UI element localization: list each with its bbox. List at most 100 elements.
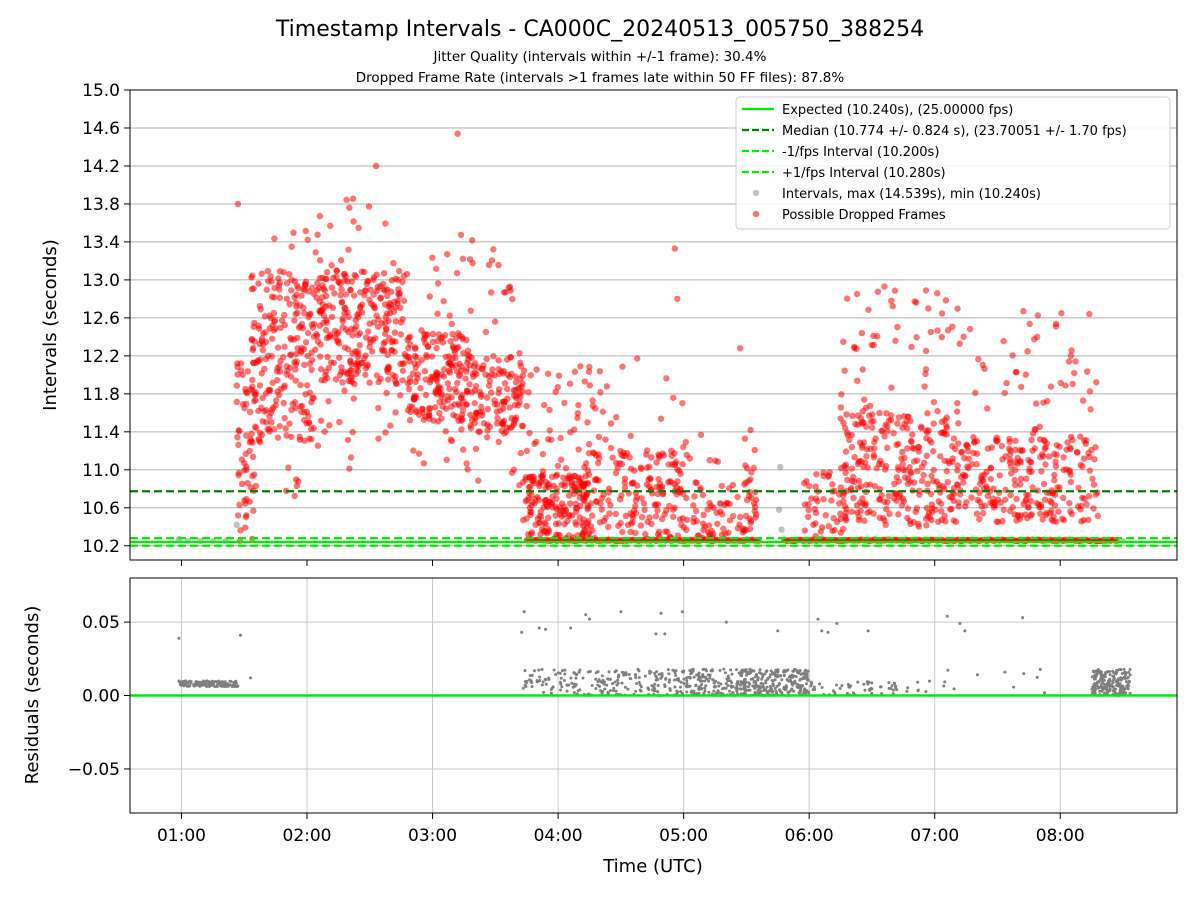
residual-point bbox=[1099, 677, 1103, 681]
residual-point bbox=[773, 678, 777, 682]
dropped-frame-point bbox=[902, 466, 909, 474]
dropped-frame-point bbox=[268, 419, 275, 426]
residual-point bbox=[581, 676, 585, 680]
dropped-frame-point bbox=[1007, 463, 1015, 470]
dropped-frame-point bbox=[924, 410, 931, 417]
dropped-frame-point bbox=[961, 454, 968, 462]
residual-point bbox=[656, 690, 660, 694]
dropped-frame-point bbox=[451, 385, 459, 393]
residual-point bbox=[736, 682, 740, 686]
dropped-frame-point bbox=[544, 514, 552, 522]
residual-point bbox=[529, 680, 533, 684]
dropped-frame-point bbox=[295, 478, 302, 485]
dropped-frame-point bbox=[594, 459, 602, 467]
dropped-frame-point bbox=[621, 479, 628, 486]
dropped-frame-point bbox=[837, 484, 845, 491]
dropped-frame-point bbox=[619, 528, 626, 536]
residual-point bbox=[238, 633, 242, 637]
dropped-frame-point bbox=[603, 383, 611, 390]
dropped-frame-point bbox=[586, 382, 593, 389]
dropped-frame-rate-subtitle: Dropped Frame Rate (intervals >1 frames … bbox=[356, 70, 845, 86]
dropped-frame-point bbox=[857, 507, 864, 515]
dropped-frame-point bbox=[312, 249, 319, 256]
dropped-frame-point bbox=[419, 409, 426, 416]
residual-point bbox=[627, 672, 631, 676]
residual-point bbox=[697, 674, 701, 678]
residual-point bbox=[703, 679, 707, 683]
dropped-frame-point bbox=[918, 424, 925, 432]
legend-entry-label: Expected (10.240s), (25.00000 fps) bbox=[782, 103, 1013, 118]
residual-point bbox=[522, 610, 526, 614]
dropped-frame-point bbox=[323, 268, 331, 276]
dropped-frame-point bbox=[805, 506, 812, 514]
residual-point bbox=[668, 688, 672, 692]
dropped-frame-point bbox=[457, 231, 465, 239]
residual-point bbox=[1128, 691, 1132, 695]
time-x-tick-label: 04:00 bbox=[534, 826, 583, 846]
residual-point bbox=[812, 685, 816, 689]
dropped-frame-point bbox=[374, 283, 381, 291]
dropped-frame-point bbox=[950, 517, 957, 524]
dropped-frame-point bbox=[846, 436, 853, 443]
dropped-frame-point bbox=[1007, 447, 1014, 454]
residual-point bbox=[547, 676, 551, 680]
dropped-frame-point bbox=[1062, 382, 1069, 389]
dropped-frame-point bbox=[281, 382, 288, 389]
dropped-frame-point bbox=[970, 449, 977, 457]
dropped-frame-point bbox=[317, 353, 324, 360]
dropped-frame-point bbox=[885, 417, 893, 424]
dropped-frame-point bbox=[812, 520, 819, 527]
dropped-frame-point bbox=[868, 424, 876, 431]
dropped-frame-point bbox=[1085, 516, 1092, 524]
dropped-frame-point bbox=[1026, 320, 1033, 328]
dropped-frame-point bbox=[693, 479, 700, 487]
dropped-frame-point bbox=[458, 411, 466, 419]
residual-point bbox=[638, 683, 642, 687]
residual-point bbox=[684, 684, 688, 688]
residual-point bbox=[727, 689, 731, 693]
dropped-frame-point bbox=[487, 289, 495, 296]
dropped-frame-point bbox=[242, 500, 249, 507]
residual-point bbox=[1122, 667, 1126, 671]
dropped-frame-point bbox=[324, 353, 331, 361]
dropped-frame-point bbox=[448, 437, 455, 445]
dropped-frame-point bbox=[852, 420, 859, 428]
dropped-frame-point bbox=[605, 523, 612, 531]
dropped-frame-point bbox=[888, 384, 895, 391]
dropped-frame-point bbox=[268, 278, 275, 285]
dropped-frame-point bbox=[812, 483, 819, 490]
dropped-frame-point bbox=[488, 257, 496, 264]
dropped-frame-point bbox=[1038, 451, 1046, 458]
dropped-frame-point bbox=[641, 506, 648, 514]
dropped-frame-point bbox=[268, 335, 276, 342]
residual-point bbox=[869, 686, 873, 690]
dropped-frame-point bbox=[573, 505, 581, 512]
dropped-frame-point bbox=[640, 500, 648, 507]
dropped-frame-point bbox=[241, 467, 248, 474]
dropped-frame-point bbox=[482, 328, 490, 336]
dropped-frame-point bbox=[599, 408, 607, 415]
residual-point bbox=[713, 684, 717, 688]
dropped-frame-point bbox=[509, 295, 516, 303]
dropped-frame-point bbox=[302, 227, 310, 235]
dropped-frame-point bbox=[581, 497, 588, 504]
dropped-frame-point bbox=[849, 412, 856, 420]
dropped-frame-point bbox=[292, 366, 299, 373]
dropped-frame-point bbox=[458, 426, 465, 433]
dropped-frame-point bbox=[881, 517, 888, 524]
residual-point bbox=[198, 684, 202, 688]
legend-entry-label: Intervals, max (14.539s), min (10.240s) bbox=[782, 187, 1041, 202]
dropped-frame-point bbox=[291, 317, 298, 324]
dropped-frame-point bbox=[691, 493, 698, 500]
dropped-frame-point bbox=[724, 499, 731, 507]
dropped-frame-point bbox=[266, 425, 273, 433]
dropped-frame-point bbox=[314, 231, 321, 238]
residual-point bbox=[798, 688, 802, 692]
dropped-frame-point bbox=[549, 493, 556, 500]
dropped-frame-point bbox=[256, 438, 264, 446]
dropped-frame-point bbox=[328, 313, 336, 321]
residual-point bbox=[668, 678, 672, 682]
dropped-frame-point bbox=[446, 385, 453, 393]
dropped-frame-point bbox=[910, 458, 918, 465]
dropped-frame-point bbox=[280, 399, 287, 407]
